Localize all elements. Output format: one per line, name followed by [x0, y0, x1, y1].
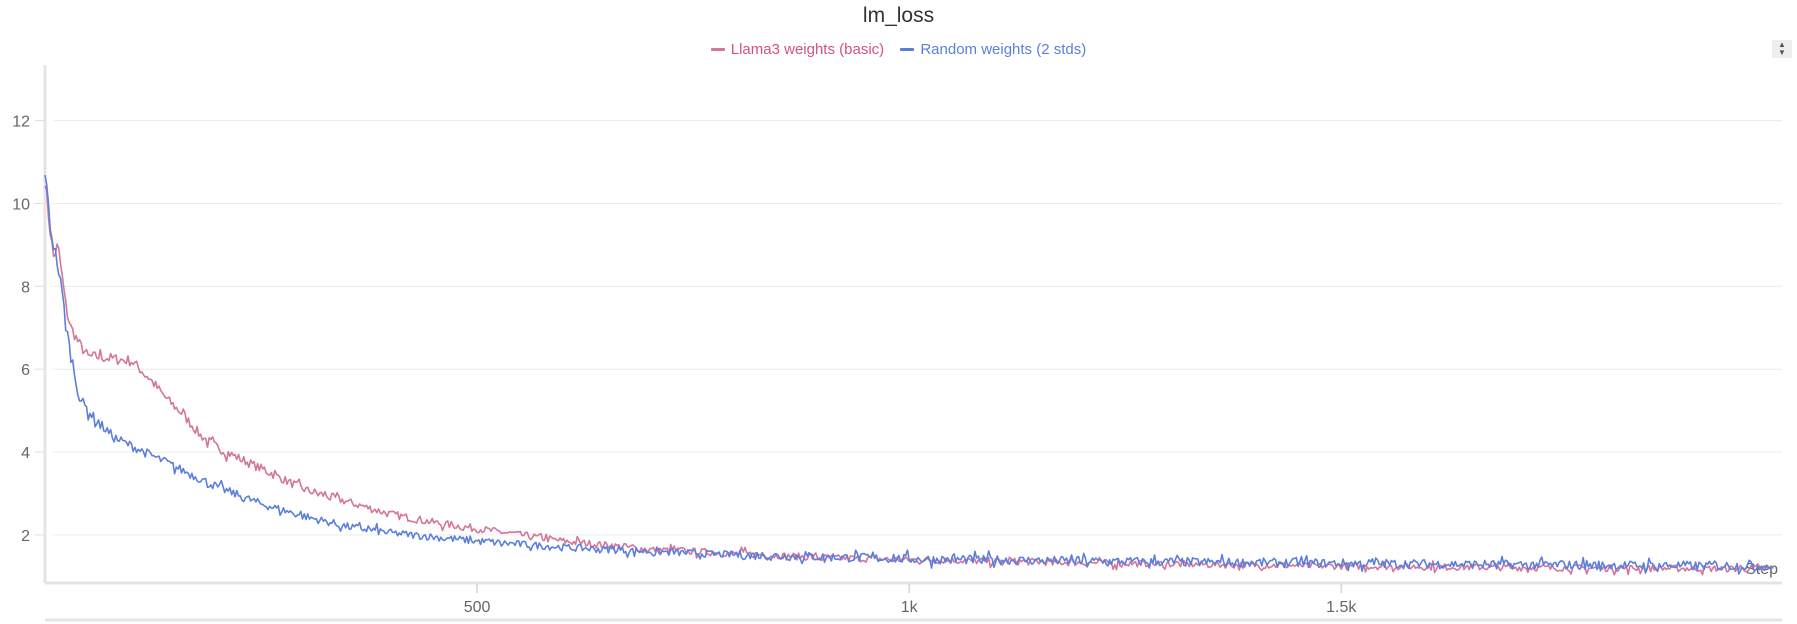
y-tick-label: 4: [21, 445, 30, 462]
y-tick-label: 12: [12, 114, 30, 131]
y-tick-label: 6: [21, 362, 30, 379]
y-tick-label: 8: [21, 279, 30, 296]
x-tick-label: 1.5k: [1326, 599, 1357, 616]
y-tick-label: 2: [21, 528, 30, 545]
y-tick-label: 10: [12, 196, 30, 213]
x-tick-label: 500: [464, 599, 491, 616]
x-tick-label: 1k: [901, 599, 919, 616]
line-chart: 24681012500 1k 1.5kStep: [0, 0, 1797, 624]
series-line-random: [45, 175, 1773, 574]
